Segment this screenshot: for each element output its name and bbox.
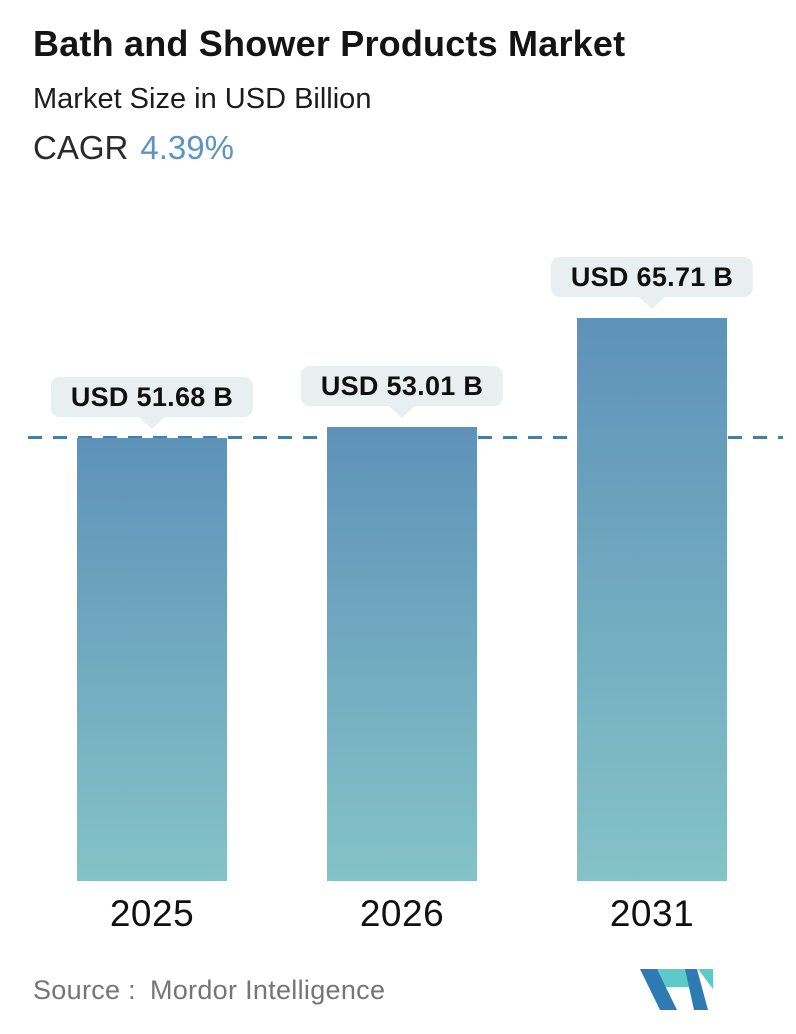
value-label: USD 65.71 B [550, 257, 754, 309]
chart-subtitle: Market Size in USD Billion [33, 83, 372, 115]
x-axis-label-2031: 2031 [609, 893, 695, 934]
value-tooltip-2031: USD 65.71 B [550, 257, 754, 309]
page-title: Bath and Shower Products Market [33, 23, 626, 64]
mordor-intelligence-logo [640, 969, 713, 1010]
tooltip-pointer-icon [389, 406, 415, 418]
source-line: Source : Mordor Intelligence [33, 975, 385, 1006]
logo-right-stroke [685, 969, 708, 1010]
value-label: USD 51.68 B [50, 377, 254, 429]
tooltip-pointer-icon [639, 297, 665, 309]
cagr-value: 4.39% [140, 129, 234, 166]
value-tooltip-2026: USD 53.01 B [300, 366, 504, 418]
bar-2025 [77, 438, 227, 881]
logo-left-stroke [640, 969, 677, 1010]
x-axis-label-2026: 2026 [359, 893, 445, 934]
tooltip-pointer-icon [139, 417, 165, 429]
logo-teal-triangle [698, 969, 713, 989]
source-label: Source : [33, 975, 136, 1005]
value-label: USD 53.01 B [300, 366, 504, 418]
x-axis-label-2025: 2025 [109, 893, 195, 934]
source-value: Mordor Intelligence [149, 975, 386, 1005]
bar-2031 [577, 318, 727, 881]
chart-header: Bath and Shower Products Market Market S… [33, 22, 625, 167]
bar-2026 [327, 427, 477, 881]
value-tooltip-2025: USD 51.68 B [50, 377, 254, 429]
cagr-label: CAGR [33, 129, 129, 166]
cagr-line: CAGR 4.39% [33, 129, 625, 167]
